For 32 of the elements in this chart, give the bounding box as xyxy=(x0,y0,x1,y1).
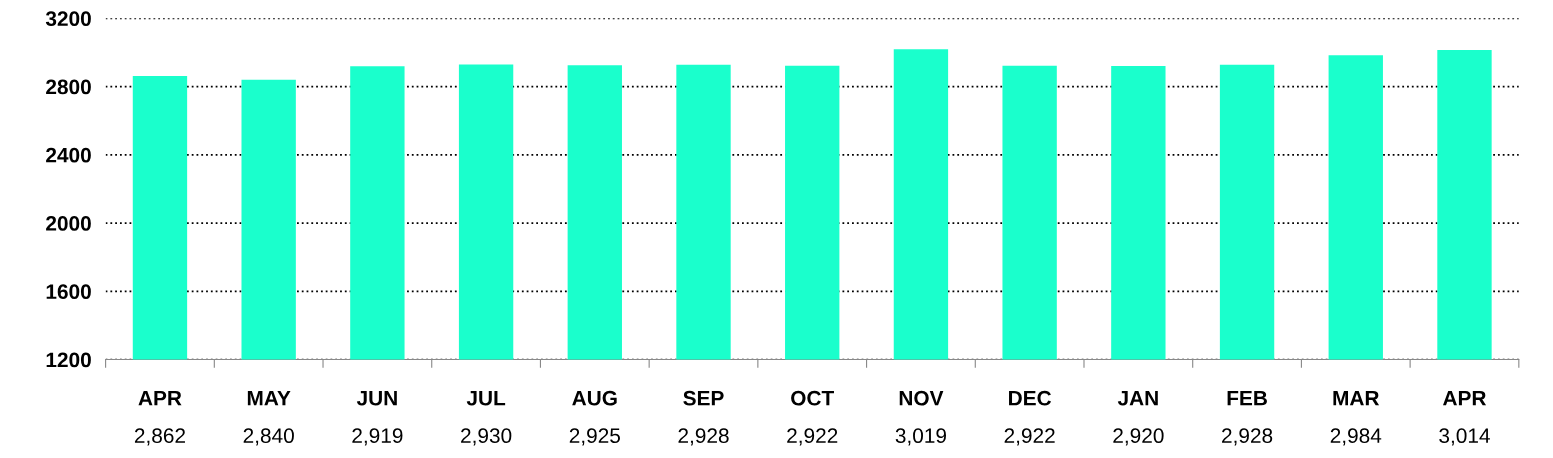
data-label: 2,862 xyxy=(134,428,185,446)
x-tick-label: OCT xyxy=(791,390,834,406)
y-tick-label: 2400 xyxy=(46,147,91,163)
data-label: 2,920 xyxy=(1113,428,1164,446)
data-label: 2,928 xyxy=(678,428,729,446)
x-tick-label: JUL xyxy=(466,391,506,406)
x-tick-label: SEP xyxy=(683,390,724,406)
x-tick-label: FEB xyxy=(1227,391,1267,406)
data-label: 2,919 xyxy=(352,428,403,446)
data-label: 3,014 xyxy=(1439,428,1490,446)
data-label: 2,922 xyxy=(787,428,838,446)
y-tick-label: 2800 xyxy=(46,79,91,95)
x-tick-label: DEC xyxy=(1009,390,1052,406)
y-tick-label: 3200 xyxy=(45,11,91,27)
data-label: 3,019 xyxy=(895,428,947,446)
data-label: 2,925 xyxy=(569,428,620,446)
data-label: 2,928 xyxy=(1222,428,1273,446)
data-label: 2,984 xyxy=(1330,428,1382,446)
x-tick-label: APR xyxy=(1443,391,1487,406)
x-tick-label: JAN xyxy=(1117,391,1158,406)
x-tick-label: APR xyxy=(138,391,182,406)
x-tick-label: JUN xyxy=(356,391,397,406)
x-tick-label: MAY xyxy=(247,391,291,406)
x-tick-label: AUG xyxy=(572,390,617,406)
data-label: 2,840 xyxy=(243,428,294,446)
data-label: 2,930 xyxy=(461,428,512,446)
data-label: 2,922 xyxy=(1004,428,1055,446)
y-tick-label: 2000 xyxy=(46,216,91,231)
x-tick-label: NOV xyxy=(899,390,944,406)
y-tick-label: 1200 xyxy=(46,352,91,368)
x-tick-label: MAR xyxy=(1333,391,1380,406)
y-tick-label: 1600 xyxy=(46,284,91,300)
